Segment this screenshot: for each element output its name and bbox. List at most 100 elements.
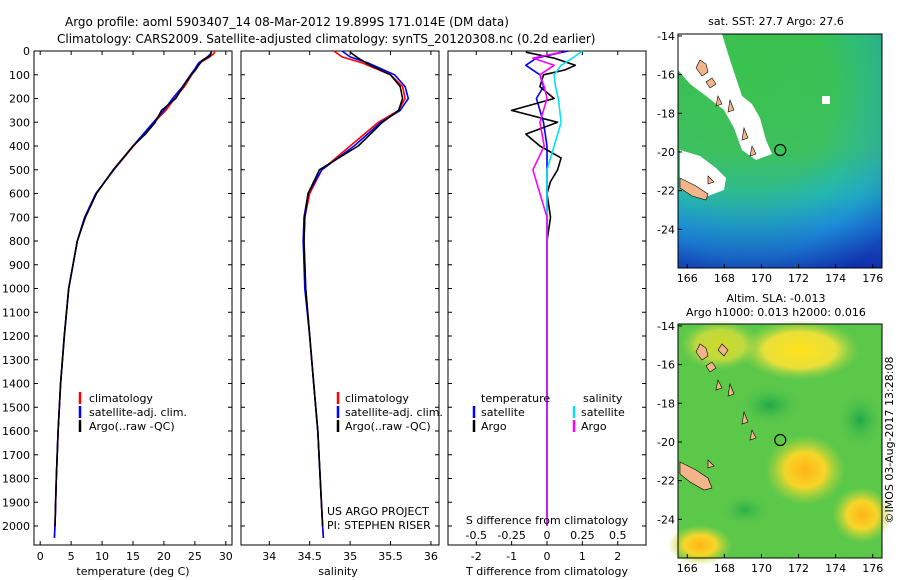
depth-tick-label: 100 — [9, 69, 30, 82]
depth-tick-label: 1900 — [2, 496, 30, 509]
latitude-tick-label: -14 — [657, 30, 675, 43]
legend-header-salinity: salinity — [583, 392, 623, 405]
sst-island-new-caledonia — [679, 177, 709, 201]
legend-label-s-argo: Argo — [581, 420, 607, 433]
temperature-panel — [33, 50, 233, 546]
project-annotation: US ARGO PROJECT — [327, 505, 429, 518]
depth-tick-label: 0 — [23, 45, 30, 58]
x-tick-label: 20 — [157, 550, 171, 563]
s-tick-label: 0 — [544, 529, 551, 542]
s-tick-label: 0.5 — [609, 529, 627, 542]
difference-s-axis: -0.5 -0.25 0 0.25 0.5 — [466, 529, 627, 542]
x-tick-label: 0 — [544, 550, 551, 563]
x-tick-label: 25 — [188, 550, 202, 563]
salinity-legend: climatology satellite-adj. clim. Argo(..… — [336, 392, 443, 433]
x-tick-label: 15 — [126, 550, 140, 563]
header-line-1: Argo profile: aoml 5903407_14 08-Mar-201… — [65, 15, 509, 29]
pi-annotation: PI: STEPHEN RISER — [327, 519, 431, 532]
difference-top-xlabel: S difference from climatology — [466, 514, 629, 527]
salinity-series — [302, 50, 410, 538]
salinity-xlabel: salinity — [318, 565, 358, 578]
legend-label-argo: Argo(..raw -QC) — [345, 420, 431, 433]
latitude-tick-label: -18 — [657, 107, 675, 120]
latitude-tick-label: -16 — [657, 69, 675, 82]
s-argo-line — [532, 51, 562, 526]
longitude-tick-label: 172 — [788, 562, 809, 575]
imos-timestamp: ©IMOS 03-Aug-2017 13:28:08 — [883, 357, 896, 524]
legend-label-satellite: satellite-adj. clim. — [345, 406, 443, 419]
longitude-tick-label: 172 — [788, 272, 809, 285]
climatology-line — [53, 50, 216, 538]
depth-tick-label: 1700 — [2, 449, 30, 462]
x-tick-label: 36 — [424, 550, 438, 563]
difference-series — [510, 50, 583, 526]
x-tick-label: 34.5 — [297, 550, 322, 563]
x-tick-label: 35.5 — [378, 550, 403, 563]
depth-tick-label: 1300 — [2, 354, 30, 367]
sla-low-2 — [835, 390, 885, 450]
salinity-depth-ticks — [241, 50, 439, 527]
x-tick-label: 0 — [37, 550, 44, 563]
latitude-tick-label: -20 — [657, 436, 675, 449]
latitude-tick-label: -18 — [657, 397, 675, 410]
longitude-tick-label: 166 — [677, 562, 698, 575]
temperature-depth-axis: 0 100 200 300 400 500 600 700 800 900 1000 1100 1200… — [2, 45, 232, 533]
s-satellite-line — [546, 50, 583, 526]
longitude-tick-label: 168 — [714, 562, 735, 575]
legend-label-climatology: climatology — [345, 392, 409, 405]
sla-high-3 — [765, 435, 845, 505]
depth-tick-label: 800 — [9, 235, 30, 248]
temperature-legend: climatology satellite-adj. clim. Argo(..… — [78, 392, 187, 433]
salinity-panel — [240, 50, 440, 546]
x-tick-label: 1 — [579, 550, 586, 563]
sla-latitude-axis: -14 -16 -18 -20 -22 -24 — [657, 320, 682, 526]
sla-high-1 — [740, 320, 860, 380]
depth-tick-label: 1000 — [2, 283, 30, 296]
latitude-tick-label: -22 — [657, 475, 675, 488]
depth-tick-label: 1200 — [2, 330, 30, 343]
difference-legend: temperature salinity satellite Argo sate… — [472, 392, 625, 433]
depth-tick-label: 1100 — [2, 306, 30, 319]
sla-low-3 — [717, 492, 773, 528]
s-tick-label: -0.25 — [497, 529, 525, 542]
sst-islands-vanuatu — [695, 59, 757, 185]
latitude-tick-label: -24 — [657, 513, 675, 526]
x-tick-label: 30 — [219, 550, 233, 563]
argo-line — [303, 51, 404, 527]
legend-header-temperature: temperature — [481, 392, 550, 405]
x-tick-label: 10 — [95, 550, 109, 563]
salinity-x-axis: 34 34.5 35 35.5 36 — [262, 51, 438, 563]
latitude-tick-label: -20 — [657, 146, 675, 159]
depth-tick-label: 300 — [9, 116, 30, 129]
x-tick-label: 2 — [614, 550, 621, 563]
longitude-tick-label: 174 — [825, 562, 846, 575]
latitude-tick-label: -16 — [657, 359, 675, 372]
depth-tick-label: 400 — [9, 140, 30, 153]
sst-map: 166 168 170 172 174 176 -14 -16 -18 -20 -22 -24 — [657, 30, 883, 285]
longitude-tick-label: 174 — [825, 272, 846, 285]
sla-map-subtitle: Argo h1000: 0.013 h2000: 0.016 — [686, 306, 866, 319]
sla-longitude-axis: 166 168 170 172 174 176 — [677, 554, 883, 575]
legend-label-t-satellite: satellite — [481, 406, 525, 419]
longitude-tick-label: 170 — [751, 272, 772, 285]
legend-label-satellite: satellite-adj. clim. — [89, 406, 187, 419]
s-tick-label: 0.25 — [570, 529, 595, 542]
x-tick-label: -2 — [471, 550, 482, 563]
depth-tick-label: 700 — [9, 211, 30, 224]
longitude-tick-label: 176 — [862, 562, 883, 575]
legend-label-climatology: climatology — [89, 392, 153, 405]
longitude-tick-label: 166 — [677, 272, 698, 285]
depth-tick-label: 1400 — [2, 378, 30, 391]
difference-xlabel: T difference from climatology — [465, 565, 628, 578]
x-tick-label: 35 — [343, 550, 357, 563]
sst-longitude-axis: 166 168 170 172 174 176 — [677, 264, 883, 285]
sla-map: 166 168 170 172 174 176 -14 -16 -18 -20 -22 -24 — [657, 320, 892, 575]
depth-tick-label: 200 — [9, 93, 30, 106]
latitude-tick-label: -24 — [657, 223, 675, 236]
depth-tick-label: 1800 — [2, 473, 30, 486]
legend-label-s-satellite: satellite — [581, 406, 625, 419]
depth-tick-label: 1600 — [2, 425, 30, 438]
sla-low-1 — [735, 383, 805, 427]
difference-depth-ticks — [448, 50, 646, 527]
